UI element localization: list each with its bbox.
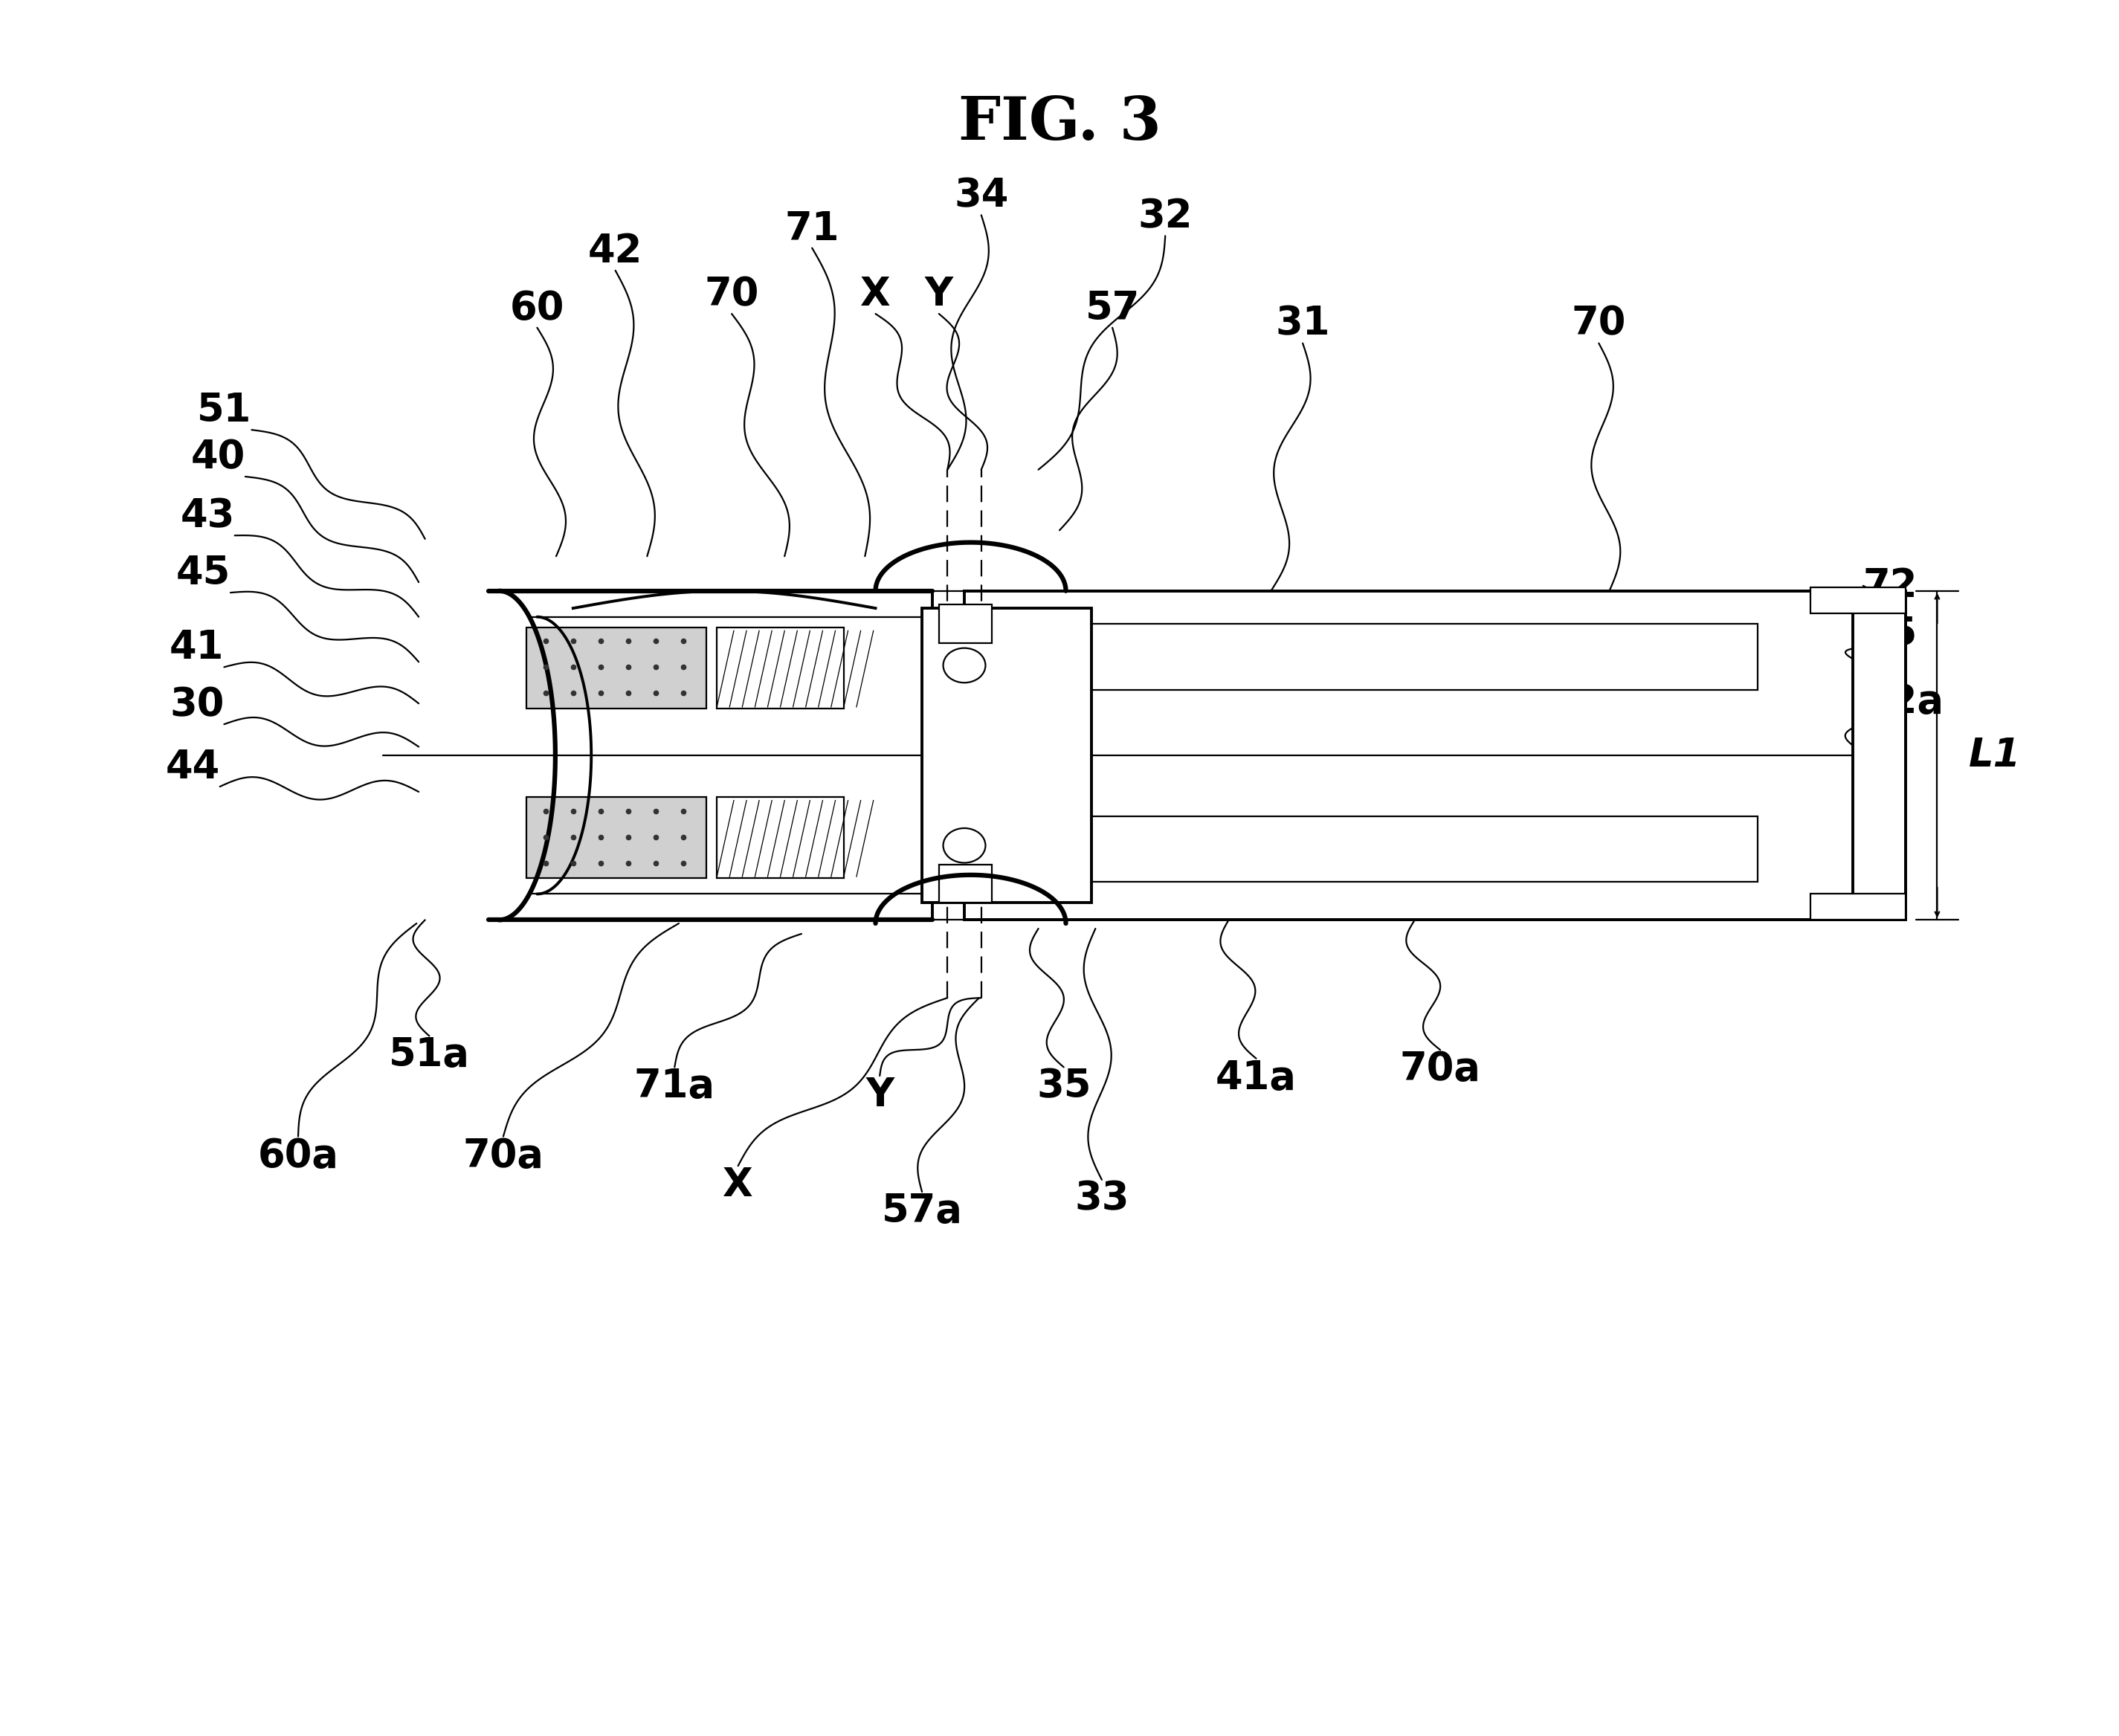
Text: 51: 51 — [197, 391, 252, 431]
Bar — [964, 590, 1905, 920]
Text: Y: Y — [924, 274, 954, 314]
Bar — [1810, 894, 1905, 920]
Text: FIG. 3: FIG. 3 — [958, 94, 1161, 153]
Text: 71a: 71a — [634, 1068, 714, 1106]
Text: 70: 70 — [1572, 304, 1625, 344]
Bar — [716, 797, 843, 878]
Text: 45: 45 — [1863, 615, 1918, 653]
Bar — [526, 797, 706, 878]
Text: X: X — [723, 1167, 752, 1205]
Text: 32: 32 — [1138, 198, 1193, 236]
Text: 33: 33 — [1074, 1180, 1129, 1219]
Text: L1: L1 — [1969, 736, 2022, 774]
Text: 72: 72 — [1863, 566, 1918, 606]
Text: 70a: 70a — [462, 1137, 545, 1175]
Bar — [1038, 623, 1757, 689]
Text: 70a: 70a — [1401, 1050, 1481, 1088]
Text: Y: Y — [865, 1076, 894, 1115]
Bar — [1810, 587, 1905, 613]
Text: 72a: 72a — [1863, 682, 1945, 720]
Text: 35: 35 — [1036, 1068, 1091, 1106]
Bar — [922, 608, 1091, 903]
Text: 60: 60 — [511, 288, 564, 328]
Text: 40: 40 — [191, 437, 246, 477]
Bar — [939, 865, 992, 903]
Text: 57a: 57a — [882, 1193, 962, 1231]
Text: 70: 70 — [704, 274, 759, 314]
Text: 41: 41 — [170, 628, 225, 667]
Text: 42: 42 — [589, 233, 642, 271]
Text: 60a: 60a — [259, 1137, 339, 1175]
Text: 41a: 41a — [1216, 1059, 1297, 1097]
Text: 71: 71 — [784, 210, 839, 248]
Text: 31: 31 — [1276, 304, 1331, 344]
Text: 45: 45 — [176, 554, 231, 592]
Bar — [1852, 594, 1905, 911]
Bar — [939, 604, 992, 642]
Text: 43: 43 — [180, 496, 235, 535]
Text: 34: 34 — [954, 177, 1009, 215]
Text: X: X — [860, 274, 890, 314]
Text: 30: 30 — [170, 686, 225, 724]
Text: 51a: 51a — [388, 1036, 470, 1075]
Bar — [716, 627, 843, 708]
Bar — [526, 627, 706, 708]
Bar — [1038, 816, 1757, 882]
Text: 57: 57 — [1085, 288, 1140, 328]
Text: 44: 44 — [165, 748, 220, 786]
